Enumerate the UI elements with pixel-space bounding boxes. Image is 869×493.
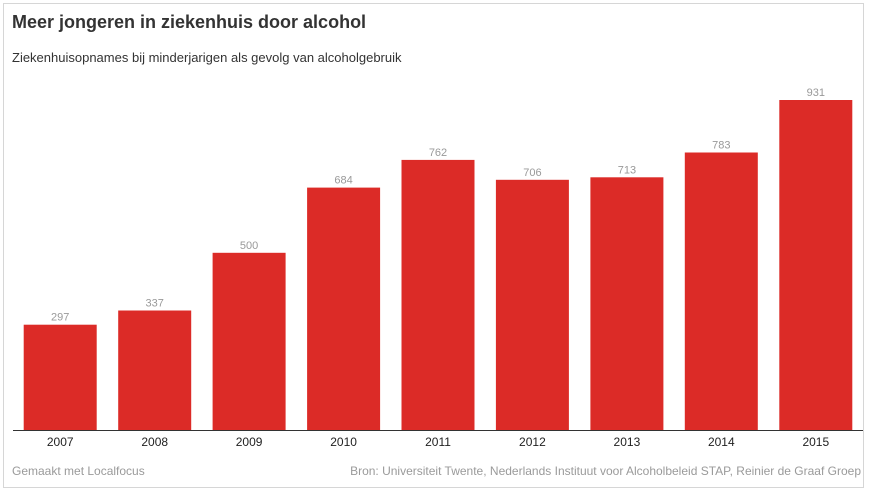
chart-subtitle: Ziekenhuisopnames bij minderjarigen als …	[12, 50, 402, 65]
x-tick-label-2009: 2009	[236, 435, 263, 449]
x-tick-label-2013: 2013	[614, 435, 641, 449]
chart-title: Meer jongeren in ziekenhuis door alcohol	[12, 12, 367, 32]
x-tick-label-2011: 2011	[425, 435, 451, 449]
bar-2009[interactable]	[212, 252, 286, 430]
value-label-2007: 297	[51, 312, 69, 324]
x-tick-labels-group: 2007 2008 2009 2010 2011 2012 2013 2014 2015	[47, 435, 830, 449]
x-tick-label-2015: 2015	[802, 435, 829, 449]
value-label-2013: 713	[618, 164, 636, 176]
value-label-2009: 500	[240, 240, 258, 252]
bar-2012[interactable]	[495, 179, 569, 430]
value-label-2012: 706	[523, 167, 541, 179]
bar-2015[interactable]	[779, 100, 853, 430]
bar-2010[interactable]	[307, 187, 381, 430]
value-label-2015: 931	[807, 87, 825, 99]
bar-2011[interactable]	[401, 159, 475, 430]
value-label-2010: 684	[334, 175, 352, 187]
bar-2007[interactable]	[23, 324, 97, 430]
bar-2008[interactable]	[118, 310, 192, 431]
value-label-2014: 783	[712, 140, 730, 152]
made-with-credit: Gemaakt met Localfocus	[12, 464, 145, 478]
bar-2013[interactable]	[590, 177, 664, 430]
bar-2014[interactable]	[684, 152, 758, 431]
value-label-2011: 762	[429, 147, 447, 159]
bars-group	[23, 100, 853, 431]
value-label-2008: 337	[146, 298, 164, 310]
x-tick-label-2014: 2014	[708, 435, 735, 449]
x-tick-label-2008: 2008	[141, 435, 168, 449]
x-tick-label-2012: 2012	[519, 435, 546, 449]
bar-chart: 297 337 500 684 762 706 713 783 931 2007 2008 2009…	[13, 87, 863, 449]
source-note: Bron: Universiteit Twente, Nederlands In…	[350, 464, 861, 478]
value-labels-group: 297 337 500 684 762 706 713 783 931	[51, 87, 825, 324]
x-tick-label-2010: 2010	[330, 435, 357, 449]
x-tick-label-2007: 2007	[47, 435, 74, 449]
